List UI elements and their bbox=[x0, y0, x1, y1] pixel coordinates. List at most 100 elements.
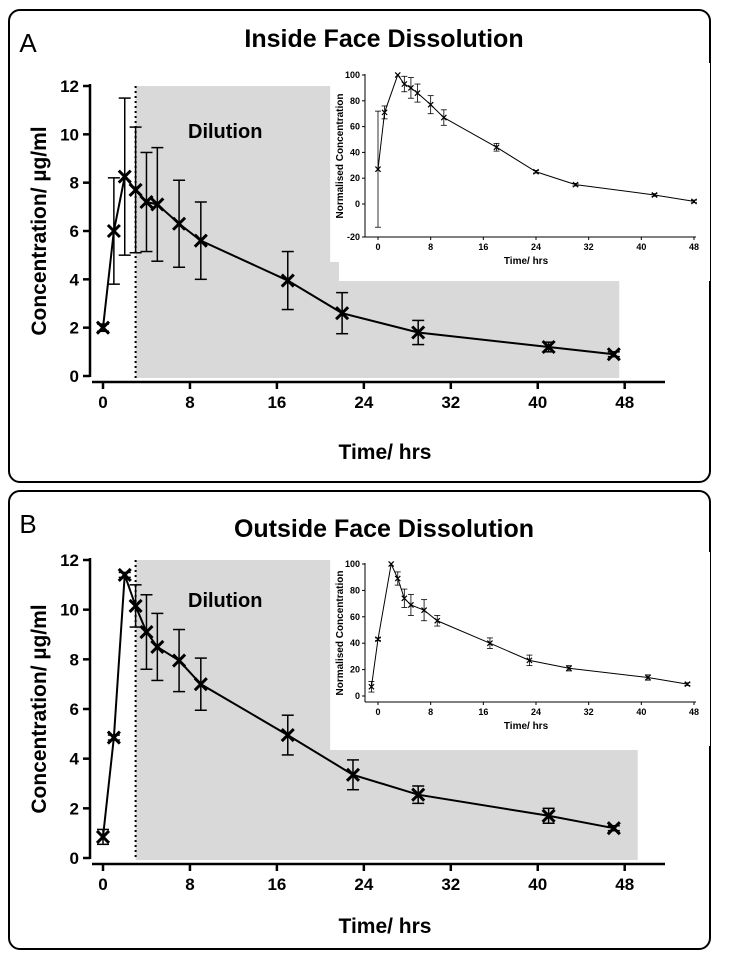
inset-x-tick-label: 48 bbox=[689, 242, 699, 252]
inset-data-point bbox=[486, 640, 493, 647]
data-point bbox=[128, 182, 143, 197]
x-tick-label: 0 bbox=[98, 875, 107, 894]
inset-y-tick-label: 100 bbox=[345, 70, 360, 80]
inset-x-axis-title: Time/ hrs bbox=[504, 721, 549, 732]
y-tick-label: 12 bbox=[60, 77, 79, 96]
panel-label: B bbox=[19, 509, 36, 539]
x-tick-label: 24 bbox=[354, 875, 373, 894]
inset-y-tick-label: 60 bbox=[350, 122, 360, 132]
inset-x-tick-label: 16 bbox=[478, 242, 488, 252]
chart-title: Outside Face Dissolution bbox=[234, 515, 534, 543]
data-point bbox=[280, 728, 295, 743]
data-point bbox=[172, 216, 187, 231]
inset-y-tick-label: -20 bbox=[347, 232, 360, 242]
inset-data-point bbox=[532, 168, 540, 175]
y-tick-label: 10 bbox=[60, 125, 79, 144]
x-tick-label: 32 bbox=[441, 875, 460, 894]
data-point bbox=[335, 306, 350, 321]
panel-label: A bbox=[19, 28, 37, 58]
data-point bbox=[193, 677, 208, 692]
inset-data-point bbox=[394, 71, 401, 79]
inset-data-point bbox=[440, 114, 447, 121]
inset-x-tick-label: 32 bbox=[584, 707, 594, 717]
inset-data-point bbox=[401, 595, 408, 602]
inset-data-point bbox=[421, 607, 428, 614]
data-point bbox=[139, 624, 154, 640]
y-tick-label: 8 bbox=[70, 650, 79, 669]
x-tick-label: 16 bbox=[267, 393, 286, 412]
data-point bbox=[95, 829, 111, 844]
y-tick-label: 0 bbox=[70, 849, 79, 868]
inset-x-tick-label: 0 bbox=[375, 707, 380, 717]
inset-data-point bbox=[427, 101, 434, 108]
inset-y-tick-label: 0 bbox=[355, 691, 360, 701]
x-tick-label: 32 bbox=[441, 393, 460, 412]
y-tick-label: 2 bbox=[70, 319, 79, 338]
inset-y-tick-label: 60 bbox=[350, 612, 360, 622]
inset-y-tick-label: 0 bbox=[355, 199, 360, 209]
inset-data-point bbox=[407, 601, 414, 608]
dilution-region bbox=[135, 86, 620, 378]
inset-x-tick-label: 8 bbox=[428, 707, 433, 717]
data-point bbox=[150, 197, 165, 212]
data-point bbox=[411, 325, 426, 340]
inset-x-tick-label: 8 bbox=[428, 242, 433, 252]
inset-data-point bbox=[381, 109, 388, 116]
inset-y-tick-label: 40 bbox=[350, 638, 360, 648]
x-tick-label: 8 bbox=[185, 875, 194, 894]
inset-y-tick-label: 20 bbox=[350, 665, 360, 675]
inset-y-tick-label: 80 bbox=[350, 96, 360, 106]
inset-data-point bbox=[388, 560, 395, 568]
data-point bbox=[106, 223, 121, 239]
data-point bbox=[139, 194, 154, 210]
inset-data-point bbox=[644, 674, 651, 681]
y-axis-title: Concentration/ µg/ml bbox=[28, 604, 51, 813]
y-tick-label: 0 bbox=[70, 367, 79, 386]
dilution-label: Dilution bbox=[188, 590, 262, 612]
data-point bbox=[280, 273, 295, 288]
x-axis-title: Time/ hrs bbox=[339, 915, 432, 938]
inset-data-point bbox=[394, 575, 401, 582]
inset-data-point bbox=[374, 636, 382, 643]
x-tick-label: 48 bbox=[615, 875, 634, 894]
data-point bbox=[106, 730, 121, 745]
inset-x-tick-label: 16 bbox=[478, 707, 488, 717]
data-point bbox=[606, 821, 621, 836]
inset-y-tick-label: 20 bbox=[350, 173, 360, 183]
data-point bbox=[193, 233, 208, 248]
chart-title: Inside Face Dissolution bbox=[244, 25, 523, 53]
y-tick-label: 4 bbox=[70, 270, 80, 289]
dilution-label: Dilution bbox=[188, 121, 262, 143]
data-point bbox=[172, 653, 187, 668]
inset-x-tick-label: 48 bbox=[689, 707, 699, 717]
y-tick-label: 12 bbox=[60, 551, 79, 570]
inset-background bbox=[339, 552, 710, 746]
y-tick-label: 6 bbox=[70, 700, 79, 719]
data-point bbox=[95, 320, 111, 335]
inset-data-point bbox=[434, 617, 441, 624]
inset-data-point bbox=[690, 198, 698, 205]
data-point bbox=[345, 767, 361, 782]
inset-data-point bbox=[374, 166, 382, 173]
inset-y-axis-title: Normalised Concentration bbox=[335, 570, 346, 695]
inset-x-tick-label: 24 bbox=[531, 707, 541, 717]
inset-x-tick-label: 0 bbox=[375, 242, 380, 252]
dilution-region bbox=[135, 560, 638, 860]
inset-data-point bbox=[493, 144, 500, 151]
inset-y-axis-title: Normalised Concentration bbox=[335, 93, 346, 218]
inset-x-tick-label: 24 bbox=[531, 242, 541, 252]
x-tick-label: 8 bbox=[185, 393, 194, 412]
x-axis-title: Time/ hrs bbox=[339, 441, 432, 464]
data-point bbox=[606, 347, 621, 362]
inset-data-point bbox=[414, 90, 421, 97]
inset-x-tick-label: 32 bbox=[584, 242, 594, 252]
inset-x-tick-label: 40 bbox=[636, 242, 646, 252]
y-tick-label: 6 bbox=[70, 222, 79, 241]
y-tick-label: 10 bbox=[60, 601, 79, 620]
inset-data-point bbox=[651, 191, 658, 198]
x-tick-label: 0 bbox=[98, 393, 107, 412]
inset-data-point bbox=[565, 665, 572, 672]
x-tick-label: 40 bbox=[528, 393, 547, 412]
y-tick-label: 8 bbox=[70, 174, 79, 193]
inset-y-tick-label: 100 bbox=[345, 559, 360, 569]
